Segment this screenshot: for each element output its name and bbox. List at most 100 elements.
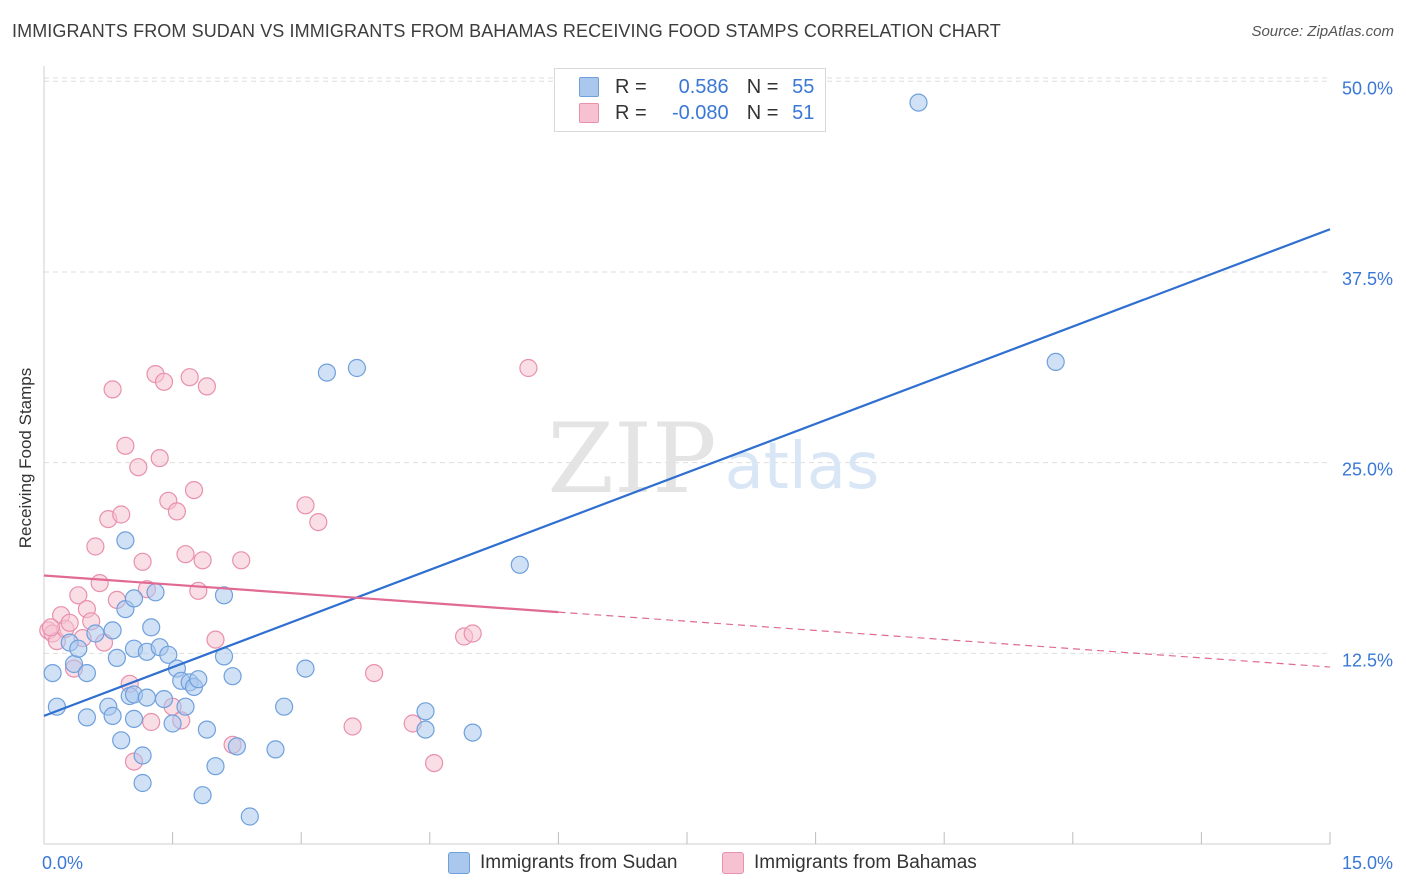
legend-bahamas-n: 51 [792, 101, 815, 124]
sudan-point [266, 740, 285, 759]
sudan-point [214, 586, 234, 605]
sudan-point [909, 93, 928, 112]
bahamas-point [193, 551, 212, 570]
sudan-point [463, 723, 482, 742]
bahamas-point [232, 551, 251, 570]
bahamas-point [142, 712, 161, 732]
bahamas-point [167, 502, 186, 521]
series-swatch-bahamas [722, 852, 744, 874]
sudan-point [159, 645, 178, 664]
bahamas-point [180, 368, 199, 387]
y-tick-label: 25.0% [1342, 460, 1393, 480]
bahamas-point [154, 372, 174, 391]
y-axis-label: Receiving Food Stamps [16, 367, 35, 549]
bahamas-point [519, 358, 538, 378]
sudan-point [510, 555, 529, 574]
sudan-point [275, 697, 294, 716]
sudan-point [77, 708, 97, 727]
sudan-point [163, 714, 182, 733]
sudan-trend-line [43, 228, 1331, 717]
series-legend: Immigrants from Sudan Immigrants from Ba… [0, 852, 1406, 876]
sudan-point [347, 358, 366, 378]
sudan-point [223, 667, 242, 686]
series-swatch-sudan [448, 852, 470, 874]
bahamas-trend-line [43, 574, 559, 614]
sudan-point [43, 663, 62, 683]
sudan-point [206, 757, 225, 776]
sudan-point [189, 670, 208, 689]
bahamas-point [90, 573, 109, 593]
y-tick-label: 12.5% [1342, 650, 1393, 670]
sudan-point [103, 621, 122, 640]
bahamas-point [197, 377, 216, 396]
sudan-point [107, 648, 127, 668]
sudan-point [77, 663, 97, 683]
x-tick-label: 0.0% [42, 853, 83, 873]
sudan-point [154, 689, 174, 709]
bahamas-point [296, 496, 315, 515]
watermark-zip: ZIP [547, 403, 716, 515]
legend-n-label: N = [746, 75, 779, 98]
sudan-points [43, 93, 1065, 826]
sudan-point [124, 709, 144, 729]
bahamas-point [150, 449, 169, 468]
bahamas-point [60, 613, 79, 632]
sudan-point [193, 786, 212, 805]
sudan-point [86, 624, 105, 643]
sudan-point [112, 731, 131, 750]
sudan-point [296, 659, 315, 678]
bahamas-point [103, 380, 122, 399]
legend-row-sudan: R = 0.586 N = 55 [579, 74, 814, 100]
bahamas-point [133, 552, 152, 571]
bahamas-point [129, 458, 148, 477]
legend-row-bahamas: R = -0.080 N = 51 [579, 100, 814, 126]
sudan-point [124, 589, 144, 608]
sudan-point [142, 618, 161, 637]
axes [43, 66, 1331, 845]
sudan-point [227, 737, 246, 756]
sudan-point [137, 688, 156, 707]
trend-lines [43, 228, 1331, 717]
bahamas-point [425, 753, 444, 773]
sudan-point [146, 583, 165, 602]
legend-sudan-n: 55 [792, 75, 815, 98]
bahamas-point [365, 663, 384, 683]
sudan-point [317, 363, 336, 382]
tick-labels: 12.5% 25.0% 37.5% 50.0% 0.0% 15.0% [42, 78, 1393, 873]
sudan-point [133, 773, 152, 793]
y-tick-label: 37.5% [1342, 269, 1393, 289]
watermark-atlas: atlas [725, 430, 880, 504]
chart-title: IMMIGRANTS FROM SUDAN VS IMMIGRANTS FROM… [12, 21, 1001, 41]
sudan-point [240, 807, 259, 826]
sudan-point [103, 706, 122, 726]
sudan-point [1046, 352, 1065, 371]
bahamas-point [116, 436, 135, 455]
bahamas-point [463, 624, 482, 643]
sudan-point [416, 720, 435, 739]
sudan-point [176, 697, 195, 716]
legend-r-label: R = [615, 101, 647, 124]
stats-legend: R = 0.586 N = 55 R = -0.080 N = 51 [554, 68, 826, 132]
bahamas-point [184, 481, 204, 500]
sudan-point [416, 702, 435, 721]
series-legend-sudan[interactable]: Immigrants from Sudan [448, 852, 677, 874]
bahamas-point [189, 581, 208, 600]
bahamas-point [309, 512, 328, 532]
series-name-bahamas: Immigrants from Bahamas [754, 852, 977, 873]
series-name-sudan: Immigrants from Sudan [480, 852, 678, 873]
series-legend-bahamas[interactable]: Immigrants from Bahamas [722, 852, 977, 874]
bahamas-point [86, 537, 105, 556]
legend-sudan-r: 0.586 [678, 75, 729, 98]
bahamas-point [112, 505, 131, 524]
legend-r-label: R = [615, 75, 647, 98]
bahamas-point [343, 717, 362, 736]
source-label: Source: ZipAtlas.com [1251, 23, 1394, 40]
sudan-point [69, 639, 88, 658]
sudan-point [197, 720, 216, 739]
watermark: ZIP atlas [547, 403, 879, 515]
sudan-point [116, 531, 135, 550]
legend-bahamas-r: -0.080 [671, 101, 729, 124]
legend-n-label: N = [746, 101, 779, 124]
bahamas-point [69, 586, 88, 605]
